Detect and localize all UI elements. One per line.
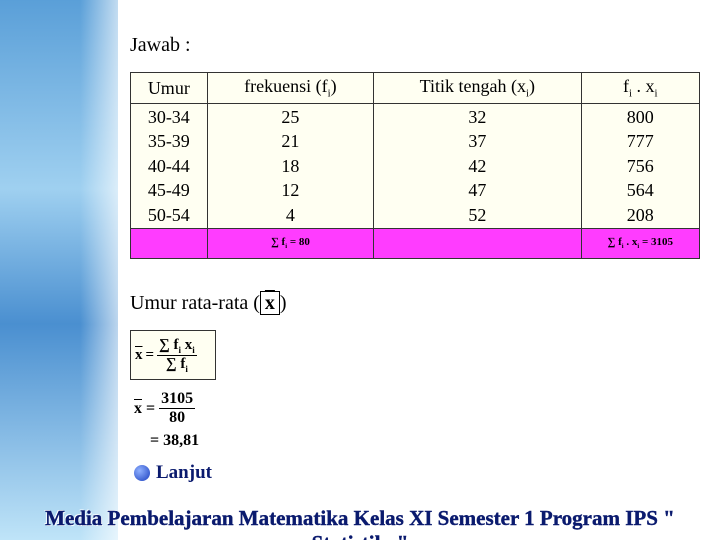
cell-value: 45-49	[147, 180, 190, 201]
cell-value: 21	[281, 131, 300, 152]
frequency-table: Umur frekuensi (fi) Titik tengah (xi) fi . …	[130, 72, 701, 259]
mean-symbol: x	[134, 399, 142, 417]
cell-value: 777	[626, 131, 654, 152]
subscript: i	[285, 243, 288, 251]
text: x	[181, 336, 193, 353]
cell-value: 4	[285, 204, 295, 225]
subscript: i	[178, 344, 182, 355]
column-cell: 30-34 35-39 40-44 45-49 50-54	[130, 103, 208, 229]
equals: =	[146, 399, 156, 417]
column-cell: 32 37 42 47 52	[373, 103, 582, 229]
calculation: x = 3105 80	[134, 390, 196, 427]
cell-value: 12	[281, 180, 300, 201]
text: ∑ f	[159, 336, 179, 353]
fraction: ∑ fi xi ∑ fi	[157, 337, 197, 374]
cell-value: 208	[626, 204, 654, 225]
cell-value: 25	[281, 106, 300, 127]
cell	[373, 228, 582, 259]
answer-label: Jawab :	[130, 34, 191, 56]
subscript: i	[621, 243, 624, 251]
button-icon	[134, 465, 150, 481]
column-cell: 800 777 756 564 208	[580, 103, 701, 229]
footer: Media Pembelajaran Matematika Kelas XI S…	[45, 506, 675, 540]
column-cell: 25 21 18 12 4	[206, 103, 375, 229]
cell-value: 30-34	[147, 106, 190, 127]
text: = 3105	[639, 236, 673, 249]
total-row: ∑ fi = 80 ∑ fi . xi = 3105	[130, 228, 701, 259]
text: )	[279, 292, 287, 314]
text: ∑ f	[607, 236, 622, 249]
subscript: i	[637, 243, 640, 251]
text: = 80	[287, 236, 310, 249]
text: f	[623, 76, 629, 97]
text: ∑ f	[165, 355, 186, 372]
text: frekuensi (f	[244, 76, 328, 97]
header-cell: fi . xi	[580, 72, 701, 104]
mean-symbol: x	[259, 291, 280, 315]
text: ∑ f	[270, 236, 286, 249]
cell-value: 47	[468, 180, 487, 201]
header-row: Umur frekuensi (fi) Titik tengah (xi) fi . …	[130, 72, 701, 104]
text: )	[529, 76, 536, 97]
next-button[interactable]: Lanjut	[134, 462, 212, 484]
button-label: Lanjut	[156, 462, 212, 483]
cell-value: 756	[626, 155, 654, 176]
numerator: 3105	[159, 390, 196, 409]
subscript: i	[629, 87, 632, 100]
header-cell: Titik tengah (xi)	[373, 72, 582, 104]
cell-value: 37	[468, 131, 487, 152]
cell-value: 40-44	[147, 155, 190, 176]
mean-symbol: x	[135, 346, 143, 363]
subscript: i	[654, 87, 658, 100]
equals: =	[145, 346, 155, 363]
subscript: i	[185, 363, 188, 374]
text: )	[330, 76, 337, 97]
result: = 38,81	[150, 432, 200, 449]
cell	[130, 228, 208, 259]
cell-value: 564	[626, 180, 654, 201]
subscript: i	[327, 87, 331, 100]
cell-value: 32	[468, 106, 487, 127]
subscript: i	[192, 344, 195, 355]
subscript: i	[526, 87, 530, 100]
text: Umur	[147, 77, 190, 98]
header-cell: Umur	[130, 72, 208, 104]
denominator: ∑ fi	[157, 356, 197, 374]
cell-value: 18	[281, 155, 300, 176]
mean-label: Umur rata-rata (x)	[130, 291, 287, 315]
cell-value: 800	[626, 106, 654, 127]
data-row: 30-34 35-39 40-44 45-49 50-54 25 21 18 12 4 32 37 42…	[130, 103, 701, 229]
text: . x	[623, 236, 638, 249]
cell-value: 50-54	[147, 204, 190, 225]
numerator: ∑ fi xi	[157, 337, 197, 356]
denominator: 80	[169, 409, 186, 426]
cell-value: 35-39	[147, 131, 190, 152]
formula-box: x = ∑ fi xi ∑ fi	[130, 330, 216, 380]
header-cell: frekuensi (fi)	[206, 72, 375, 104]
background-fade	[80, 0, 140, 540]
fraction: 3105 80	[159, 390, 196, 427]
cell-value: 42	[468, 155, 487, 176]
text: Titik tengah (x	[419, 76, 527, 97]
text: . x	[632, 76, 655, 97]
cell-value: 52	[468, 204, 487, 225]
product-total: ∑ fi . xi = 3105	[580, 228, 701, 259]
frequency-total: ∑ fi = 80	[206, 228, 375, 259]
text: Umur rata-rata (	[130, 292, 260, 314]
